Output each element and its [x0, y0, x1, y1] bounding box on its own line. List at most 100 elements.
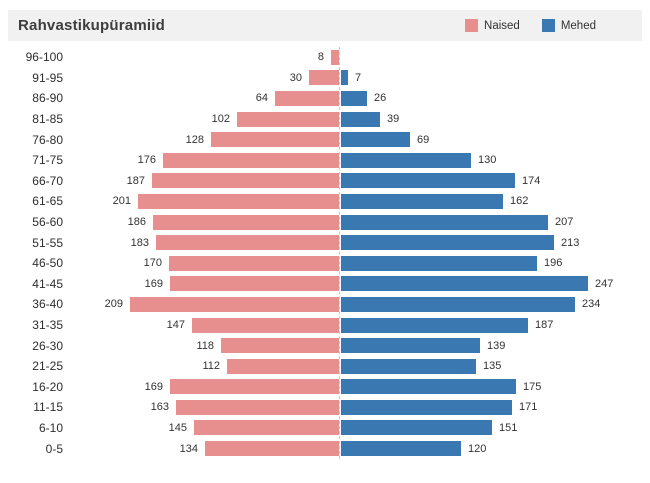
naised-bar[interactable] [163, 152, 339, 168]
naised-value-label: 183 [130, 236, 149, 249]
mehed-bar[interactable] [341, 255, 537, 271]
age-group-label: 71-75 [32, 153, 63, 168]
pyramid-row: 51-55 183 213 [0, 232, 650, 253]
mehed-bar[interactable] [341, 276, 588, 292]
pyramid-row: 16-20 169 175 [0, 377, 650, 398]
center-axis-line [339, 47, 340, 459]
naised-value-label: 8 [317, 51, 324, 64]
mehed-value-label: 139 [487, 339, 506, 352]
legend-item-mehed[interactable]: Mehed [541, 19, 596, 32]
mehed-bar[interactable] [341, 70, 348, 86]
mehed-bar[interactable] [341, 317, 528, 333]
mehed-bar[interactable] [341, 296, 575, 312]
mehed-value-label: 162 [510, 195, 529, 208]
naised-bar[interactable] [169, 255, 339, 271]
age-group-label: 96-100 [25, 50, 63, 65]
mehed-value-label: 120 [468, 442, 487, 455]
mehed-value-label: 175 [523, 380, 542, 393]
age-group-label: 81-85 [32, 112, 63, 127]
naised-bar[interactable] [130, 296, 339, 312]
naised-bar[interactable] [205, 441, 339, 457]
naised-value-label: 30 [289, 71, 302, 84]
naised-bar[interactable] [211, 132, 339, 148]
mehed-bar[interactable] [341, 399, 512, 415]
mehed-bar[interactable] [341, 193, 503, 209]
naised-bar[interactable] [156, 235, 339, 251]
pyramid-row: 76-80 128 69 [0, 129, 650, 150]
pyramid-row: 46-50 170 196 [0, 253, 650, 274]
mehed-bar[interactable] [341, 111, 380, 127]
naised-bar[interactable] [176, 399, 339, 415]
age-group-label: 86-90 [32, 91, 63, 106]
naised-bar[interactable] [170, 379, 339, 395]
pyramid-row: 86-90 64 26 [0, 88, 650, 109]
mehed-bar[interactable] [341, 358, 476, 374]
mehed-bar[interactable] [341, 379, 516, 395]
legend-label-mehed: Mehed [560, 19, 596, 32]
naised-value-label: 186 [127, 216, 146, 229]
age-group-label: 21-25 [32, 359, 63, 374]
age-group-label: 26-30 [32, 338, 63, 353]
mehed-value-label: 213 [561, 236, 580, 249]
pyramid-row: 41-45 169 247 [0, 274, 650, 295]
age-group-label: 66-70 [32, 173, 63, 188]
naised-value-label: 134 [179, 442, 198, 455]
mehed-swatch-icon [541, 19, 555, 32]
naised-value-label: 145 [168, 421, 187, 434]
age-group-label: 46-50 [32, 256, 63, 271]
pyramid-row: 31-35 147 187 [0, 315, 650, 336]
mehed-bar[interactable] [341, 173, 515, 189]
pyramid-row: 56-60 186 207 [0, 212, 650, 233]
naised-value-label: 187 [126, 174, 145, 187]
age-group-label: 51-55 [32, 235, 63, 250]
chart-header: Rahvastikupüramiid Naised Mehed [8, 10, 642, 41]
naised-bar[interactable] [153, 214, 339, 230]
mehed-bar[interactable] [341, 152, 471, 168]
mehed-bar[interactable] [341, 90, 367, 106]
pyramid-row: 91-95 30 7 [0, 68, 650, 89]
pyramid-row: 81-85 102 39 [0, 109, 650, 130]
naised-bar[interactable] [275, 90, 339, 106]
mehed-value-label: 39 [387, 113, 400, 126]
legend-item-naised[interactable]: Naised [465, 19, 520, 32]
mehed-bar[interactable] [341, 214, 548, 230]
naised-bar[interactable] [138, 193, 339, 209]
naised-bar[interactable] [237, 111, 339, 127]
naised-value-label: 163 [150, 401, 169, 414]
mehed-value-label: 234 [582, 298, 601, 311]
age-group-label: 31-35 [32, 318, 63, 333]
age-group-label: 56-60 [32, 215, 63, 230]
legend-label-naised: Naised [484, 19, 520, 32]
naised-value-label: 169 [144, 380, 163, 393]
naised-bar[interactable] [309, 70, 339, 86]
pyramid-row: 21-25 112 135 [0, 356, 650, 377]
pyramid-row: 71-75 176 130 [0, 150, 650, 171]
age-group-label: 91-95 [32, 70, 63, 85]
age-group-label: 6-10 [38, 420, 63, 435]
mehed-value-label: 130 [478, 154, 497, 167]
pyramid-row: 66-70 187 174 [0, 171, 650, 192]
naised-bar[interactable] [221, 338, 339, 354]
naised-bar[interactable] [192, 317, 339, 333]
age-group-label: 11-15 [33, 400, 63, 415]
pyramid-row: 11-15 163 171 [0, 397, 650, 418]
mehed-bar[interactable] [341, 420, 492, 436]
mehed-bar[interactable] [341, 132, 410, 148]
naised-value-label: 102 [211, 113, 230, 126]
naised-value-label: 201 [112, 195, 131, 208]
mehed-bar[interactable] [341, 235, 554, 251]
naised-bar[interactable] [194, 420, 339, 436]
pyramid-row: 6-10 145 151 [0, 418, 650, 439]
age-group-label: 76-80 [32, 132, 63, 147]
mehed-value-label: 171 [519, 401, 538, 414]
naised-bar[interactable] [227, 358, 339, 374]
naised-bar[interactable] [170, 276, 339, 292]
naised-bar[interactable] [331, 49, 339, 65]
age-group-label: 16-20 [32, 379, 63, 394]
mehed-bar[interactable] [341, 338, 480, 354]
naised-value-label: 128 [185, 133, 204, 146]
mehed-value-label: 69 [417, 133, 430, 146]
mehed-value-label: 151 [499, 421, 518, 434]
mehed-bar[interactable] [341, 441, 461, 457]
naised-bar[interactable] [152, 173, 339, 189]
